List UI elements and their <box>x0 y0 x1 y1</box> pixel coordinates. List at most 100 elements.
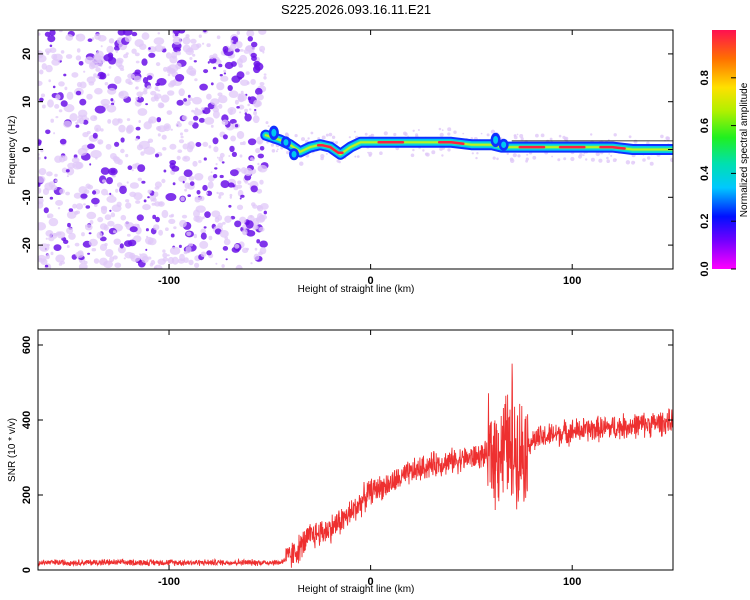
noise-blob <box>130 255 141 262</box>
noise-blob <box>236 71 245 79</box>
noise-blob <box>247 182 250 185</box>
noise-blob <box>222 221 226 225</box>
noise-blob <box>78 186 88 195</box>
noise-blob <box>127 165 133 170</box>
noise-blob <box>185 48 194 56</box>
noise-blob <box>229 145 235 153</box>
noise-blob <box>140 151 145 156</box>
noise-blob <box>154 96 159 102</box>
noise-blob <box>136 223 140 227</box>
noise-blob <box>233 186 239 191</box>
noise-blob <box>155 216 160 223</box>
noise-blob <box>110 98 114 102</box>
scatter-dot <box>276 148 279 151</box>
noise-blob <box>60 50 65 54</box>
colorbar-tick-label: 0.8 <box>699 70 711 85</box>
noise-blob <box>139 93 142 96</box>
noise-blob <box>228 90 239 98</box>
snr-series-line <box>38 363 673 568</box>
noise-blob <box>126 181 129 184</box>
noise-blob <box>254 87 263 96</box>
noise-blob <box>114 141 120 147</box>
snr-x-axis-label: Height of straight line (km) <box>298 584 415 595</box>
noise-blob <box>222 246 229 251</box>
noise-blob <box>53 132 56 135</box>
noise-blob <box>87 38 93 42</box>
noise-blob <box>179 253 185 262</box>
noise-blob <box>220 180 230 189</box>
noise-blob <box>171 51 178 59</box>
scatter-dot <box>393 132 397 137</box>
noise-blob <box>209 54 215 60</box>
noise-blob <box>219 152 225 158</box>
noise-blob <box>120 148 125 154</box>
noise-blob <box>77 147 88 156</box>
noise-blob <box>240 90 244 94</box>
scatter-dot <box>642 158 646 162</box>
scatter-dot <box>633 161 636 163</box>
y-tick-label: -10 <box>21 189 33 205</box>
noise-blob <box>167 90 175 96</box>
noise-blob <box>122 30 133 36</box>
scatter-dot <box>579 152 583 157</box>
scatter-dot <box>321 135 326 140</box>
noise-blob <box>155 62 161 67</box>
scatter-dot <box>325 133 329 137</box>
scatter-dot <box>590 133 593 136</box>
scatter-dot <box>357 155 360 158</box>
colorbar-tick-label: 0.4 <box>699 165 711 181</box>
noise-blob <box>106 104 117 113</box>
snr-y-axis-label: SNR (10 * v/v) <box>7 418 18 482</box>
noise-blob <box>187 141 195 150</box>
noise-blob <box>117 30 126 36</box>
noise-blob <box>96 231 103 239</box>
noise-blob <box>178 139 185 144</box>
noise-blob <box>193 209 200 218</box>
noise-blob <box>259 49 263 52</box>
scatter-dot <box>441 154 444 157</box>
noise-blob <box>120 68 125 71</box>
noise-blob <box>252 204 258 209</box>
noise-blob <box>135 126 141 131</box>
noise-blob <box>216 35 221 40</box>
noise-blob <box>263 76 267 80</box>
y-tick-label: 400 <box>21 411 33 429</box>
noise-blob <box>66 245 70 248</box>
noise-blob <box>236 131 245 139</box>
noise-blob <box>159 201 163 206</box>
noise-blob <box>246 30 255 37</box>
noise-blob <box>87 143 95 150</box>
noise-blob <box>93 258 100 264</box>
noise-blob <box>111 194 114 197</box>
signal-blob-core <box>501 141 507 148</box>
noise-blob <box>263 73 267 76</box>
noise-blob <box>166 110 173 115</box>
noise-blob <box>207 61 210 64</box>
noise-blob <box>222 46 229 53</box>
noise-blob <box>58 30 63 33</box>
noise-blob <box>115 188 119 193</box>
noise-blob <box>75 33 86 42</box>
scatter-dot <box>496 157 499 161</box>
scatter-dot <box>628 135 632 139</box>
noise-blob <box>177 121 181 124</box>
noise-blob <box>192 160 198 167</box>
noise-blob <box>154 44 164 53</box>
noise-blob <box>204 211 211 219</box>
scatter-dot <box>557 158 561 162</box>
noise-blob <box>123 257 126 260</box>
noise-blob <box>246 81 250 85</box>
noise-blob <box>114 76 122 84</box>
scatter-dot <box>422 149 425 152</box>
noise-blob <box>259 179 264 185</box>
noise-blob <box>113 156 121 164</box>
noise-blob <box>94 87 103 95</box>
noise-blob <box>75 251 84 258</box>
noise-blob <box>65 54 73 59</box>
noise-blob <box>106 195 117 203</box>
noise-blob <box>254 247 258 251</box>
noise-blob <box>259 82 265 86</box>
noise-blob <box>176 155 181 160</box>
noise-blob <box>216 191 219 195</box>
noise-blob <box>229 196 232 199</box>
